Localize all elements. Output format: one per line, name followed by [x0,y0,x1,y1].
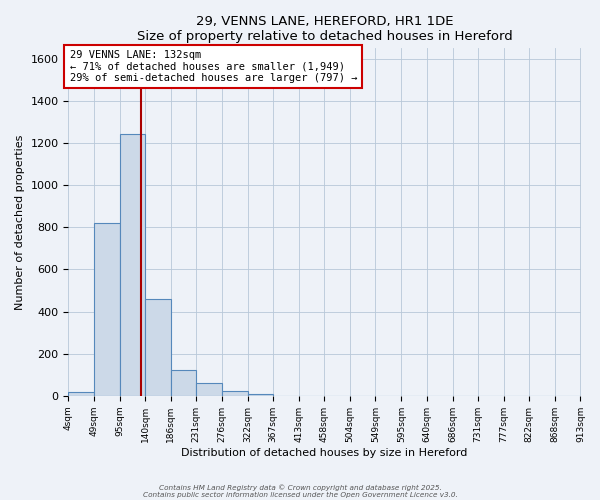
Bar [196,383,221,396]
Bar [94,223,119,396]
Bar [119,134,145,396]
Bar [221,391,248,396]
Bar [248,394,273,396]
X-axis label: Distribution of detached houses by size in Hereford: Distribution of detached houses by size … [181,448,467,458]
Bar [68,392,94,396]
Bar [145,299,171,396]
Text: Contains HM Land Registry data © Crown copyright and database right 2025.
Contai: Contains HM Land Registry data © Crown c… [143,484,457,498]
Title: 29, VENNS LANE, HEREFORD, HR1 1DE
Size of property relative to detached houses i: 29, VENNS LANE, HEREFORD, HR1 1DE Size o… [137,15,512,43]
Text: 29 VENNS LANE: 132sqm
← 71% of detached houses are smaller (1,949)
29% of semi-d: 29 VENNS LANE: 132sqm ← 71% of detached … [70,50,357,84]
Y-axis label: Number of detached properties: Number of detached properties [15,134,25,310]
Bar [171,370,196,396]
